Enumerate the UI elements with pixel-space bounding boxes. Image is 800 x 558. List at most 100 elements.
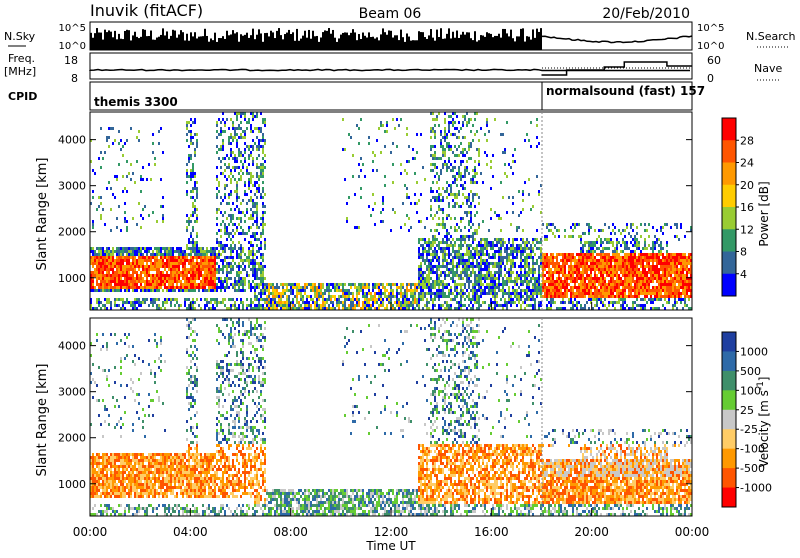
power-cell [190, 136, 192, 139]
power-cell [606, 286, 608, 289]
power-cell [108, 247, 110, 250]
nsky-bar [342, 33, 344, 50]
nsky-bar [350, 33, 352, 50]
power-cell [576, 253, 578, 256]
power-cell [560, 289, 562, 292]
power-cell [600, 250, 602, 253]
power-cell [438, 223, 440, 226]
power-cell [606, 253, 608, 256]
power-cell [448, 124, 450, 127]
power-cell [524, 274, 526, 277]
power-cell [222, 298, 224, 301]
power-cell [528, 283, 530, 286]
power-cell [428, 283, 430, 286]
power-cell [218, 208, 220, 211]
power-cell [582, 256, 584, 259]
power-cell [422, 289, 424, 292]
power-cell [156, 298, 158, 301]
power-cell [350, 304, 352, 307]
power-cell [238, 124, 240, 127]
power-cell [136, 136, 138, 139]
power-cell [532, 286, 534, 289]
power-cell [382, 199, 384, 202]
power-cell [216, 268, 218, 271]
power-cell [96, 298, 98, 301]
power-cell [444, 151, 446, 154]
power-cell [442, 289, 444, 292]
power-cell [594, 274, 596, 277]
power-cell [610, 238, 612, 241]
power-cell [444, 265, 446, 268]
power-cell [432, 292, 434, 295]
power-cell [458, 301, 460, 304]
power-cell [614, 256, 616, 259]
power-cell [166, 301, 168, 304]
power-cell [460, 172, 462, 175]
power-cell [212, 298, 214, 301]
power-cell [466, 214, 468, 217]
power-cell [616, 277, 618, 280]
power-cell [466, 274, 468, 277]
power-cell [346, 217, 348, 220]
power-cell [382, 202, 384, 205]
power-cell [564, 301, 566, 304]
nsky-bar [466, 32, 468, 50]
power-cell [286, 286, 288, 289]
power-cell [224, 289, 226, 292]
power-cell [418, 250, 420, 253]
power-cell [472, 304, 474, 307]
power-cell [616, 265, 618, 268]
power-cell [528, 295, 530, 298]
power-cell [470, 289, 472, 292]
power-cell [220, 202, 222, 205]
power-cell [252, 184, 254, 187]
power-cell [156, 283, 158, 286]
power-cell [292, 301, 294, 304]
power-cell [148, 265, 150, 268]
power-cell [220, 130, 222, 133]
power-cell [112, 286, 114, 289]
power-cell [238, 253, 240, 256]
power-cell [262, 217, 264, 220]
power-cell [490, 289, 492, 292]
power-cell [420, 271, 422, 274]
power-cell [116, 298, 118, 301]
nsky-bar [402, 37, 404, 50]
power-cell [222, 139, 224, 142]
power-cell [132, 289, 134, 292]
power-cell [524, 301, 526, 304]
power-cell [412, 289, 414, 292]
power-cell [230, 238, 232, 241]
power-cell [96, 280, 98, 283]
power-cell [194, 181, 196, 184]
power-cell [126, 301, 128, 304]
power-cell [136, 271, 138, 274]
power-cell [406, 295, 408, 298]
power-cell [426, 292, 428, 295]
power-cell [360, 157, 362, 160]
power-cell [192, 196, 194, 199]
power-cell [474, 250, 476, 253]
power-cell [560, 286, 562, 289]
power-cell [572, 253, 574, 256]
power-cell [210, 262, 212, 265]
power-cell [296, 286, 298, 289]
power-cell [572, 289, 574, 292]
power-cell [186, 133, 188, 136]
power-cell [444, 133, 446, 136]
power-cell [370, 304, 372, 307]
power-cell [424, 262, 426, 265]
power-cell [104, 250, 106, 253]
power-cell [108, 280, 110, 283]
power-cell [184, 262, 186, 265]
power-cell [160, 250, 162, 253]
power-cell [442, 208, 444, 211]
power-cell [470, 235, 472, 238]
power-cell [574, 256, 576, 259]
power-cell [352, 292, 354, 295]
power-cell [530, 121, 532, 124]
power-cell [182, 259, 184, 262]
power-cell [408, 283, 410, 286]
power-cell [98, 298, 100, 301]
power-cell [580, 283, 582, 286]
